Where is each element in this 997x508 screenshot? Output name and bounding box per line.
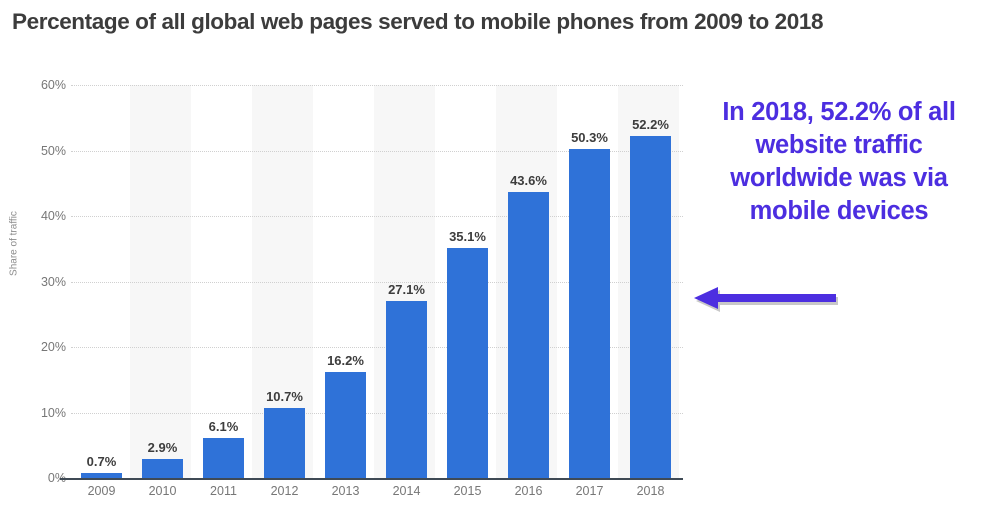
- bar-group[interactable]: 2.9%: [142, 440, 183, 478]
- gridline: [71, 85, 683, 86]
- bar-group[interactable]: 52.2%: [630, 117, 671, 478]
- bar-group[interactable]: 16.2%: [325, 353, 366, 478]
- annotation-callout: In 2018, 52.2% of all website traffic wo…: [686, 96, 992, 228]
- page-title: Percentage of all global web pages serve…: [12, 9, 824, 34]
- x-tick-label: 2011: [210, 484, 237, 498]
- bar-value-label: 2.9%: [147, 440, 178, 455]
- gridline: [71, 281, 683, 283]
- bar[interactable]: [447, 248, 488, 478]
- bar-group[interactable]: 43.6%: [508, 173, 549, 478]
- x-tick-label: 2015: [453, 484, 482, 498]
- annotation-line-1: In 2018, 52.2% of all: [722, 98, 956, 126]
- bar-group[interactable]: 10.7%: [264, 389, 305, 478]
- bar-value-label: 16.2%: [327, 353, 364, 368]
- annotation-line-4: mobile devices: [749, 197, 929, 225]
- left-arrow-icon: [694, 287, 838, 312]
- bar-value-label: 52.2%: [632, 117, 669, 133]
- y-tick-label: 30%: [40, 274, 66, 289]
- gridline: [71, 150, 683, 152]
- bar-value-label: 0.7%: [86, 454, 117, 469]
- x-tick-label: 2012: [270, 484, 299, 498]
- annotation-line-2: website traffic: [755, 131, 923, 159]
- bar-group[interactable]: 6.1%: [203, 419, 244, 478]
- bar[interactable]: [386, 300, 427, 478]
- bar[interactable]: [325, 371, 366, 478]
- y-tick-label: 20%: [40, 340, 66, 354]
- annotation-line-3: worldwide was via: [730, 164, 948, 192]
- bar-value-label: 35.1%: [449, 229, 486, 245]
- x-tick-label: 2010: [148, 484, 177, 498]
- bar[interactable]: [203, 438, 244, 478]
- bar-group[interactable]: 50.3%: [569, 130, 610, 478]
- bar-value-label: 43.6%: [510, 173, 547, 189]
- bar[interactable]: [569, 148, 610, 478]
- y-axis: 60% 50% 40% 30% 20% 10% 0% Share of traf…: [0, 0, 67, 508]
- bar[interactable]: [81, 473, 122, 478]
- bar-chart: 60% 50% 40% 30% 20% 10% 0% Share of traf…: [0, 0, 683, 508]
- x-tick-label: 2014: [392, 484, 421, 498]
- bar-value-label: 50.3%: [571, 129, 608, 145]
- bar[interactable]: [142, 459, 183, 478]
- bar-group[interactable]: 27.1%: [386, 282, 427, 478]
- x-tick-label: 2016: [514, 484, 543, 498]
- y-tick-label: 40%: [40, 209, 66, 223]
- bar-value-label: 10.7%: [266, 389, 303, 404]
- bar[interactable]: [630, 136, 671, 478]
- bar[interactable]: [508, 192, 549, 478]
- x-tick-label: 2009: [87, 484, 116, 498]
- y-tick-label: 60%: [40, 78, 66, 92]
- bar-value-label: 27.1%: [388, 281, 425, 297]
- gridline: [71, 412, 683, 414]
- bar-group[interactable]: 0.7%: [81, 454, 122, 478]
- x-tick-label: 2018: [636, 484, 665, 498]
- plot-area: 0.7% 2.9% 6.1% 10.7% 16.2% 27.1% 35.1%: [71, 85, 683, 478]
- y-tick-label: 50%: [40, 143, 66, 158]
- gridline: [71, 216, 683, 217]
- bar[interactable]: [264, 407, 305, 478]
- y-tick-label: 10%: [40, 405, 66, 420]
- x-tick-label: 2013: [331, 484, 360, 498]
- bar-group[interactable]: 35.1%: [447, 229, 488, 478]
- x-tick-label: 2017: [575, 484, 604, 498]
- y-tick-label: 0%: [47, 471, 66, 485]
- gridline: [71, 347, 683, 348]
- x-axis-line: [60, 478, 683, 480]
- y-axis-title: Share of traffic: [8, 211, 20, 276]
- bar-value-label: 6.1%: [208, 419, 239, 434]
